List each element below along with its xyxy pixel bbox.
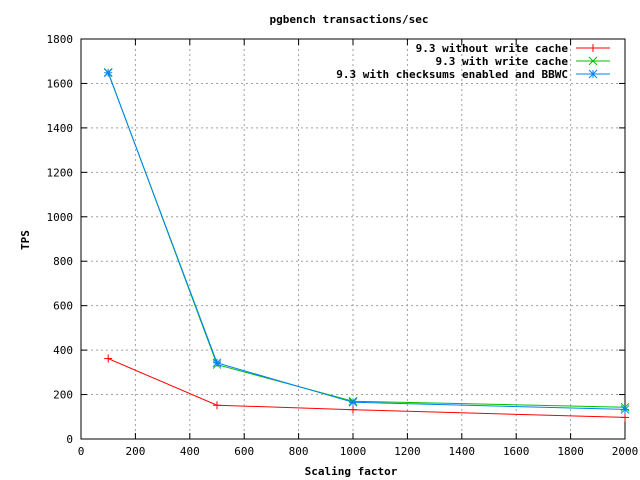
legend-marker bbox=[589, 44, 597, 52]
legend-label: 9.3 without write cache bbox=[416, 42, 569, 55]
y-tick-label: 200 bbox=[53, 389, 73, 402]
x-tick-label: 600 bbox=[234, 445, 254, 458]
y-tick-label: 1400 bbox=[47, 122, 74, 135]
data-point bbox=[349, 405, 357, 414]
data-point bbox=[621, 413, 629, 422]
data-point bbox=[620, 405, 630, 414]
x-tick-label: 200 bbox=[125, 445, 145, 458]
legend-item: 9.3 with write cache bbox=[436, 55, 610, 68]
legend-item: 9.3 without write cache bbox=[416, 42, 610, 55]
chart-title: pgbench transactions/sec bbox=[270, 13, 429, 26]
y-tick-label: 400 bbox=[53, 344, 73, 357]
x-tick-label: 1800 bbox=[557, 445, 584, 458]
x-tick-label: 0 bbox=[78, 445, 85, 458]
y-tick-label: 800 bbox=[53, 255, 73, 268]
data-point bbox=[348, 397, 358, 407]
y-axis-label: TPS bbox=[19, 230, 32, 250]
legend-marker bbox=[588, 56, 598, 66]
y-tick-label: 1000 bbox=[47, 211, 74, 224]
series-1 bbox=[104, 354, 629, 422]
y-axis: 0 200 400 600 800 1000 1200 1400 1600 1800 bbox=[47, 33, 625, 446]
x-tick-label: 1200 bbox=[394, 445, 421, 458]
x-tick-label: 400 bbox=[180, 445, 200, 458]
y-tick-label: 600 bbox=[53, 300, 73, 313]
y-tick-label: 1800 bbox=[47, 33, 74, 46]
legend-item: 9.3 with checksums enabled and BBWC bbox=[336, 68, 610, 81]
legend-label: 9.3 with write cache bbox=[436, 55, 569, 68]
x-axis-label: Scaling factor bbox=[305, 465, 398, 478]
y-tick-label: 1200 bbox=[47, 166, 74, 179]
data-point bbox=[213, 401, 221, 410]
data-point bbox=[212, 358, 222, 368]
data-point bbox=[104, 354, 113, 363]
grid bbox=[81, 39, 625, 439]
series-3 bbox=[103, 68, 630, 414]
x-tick-label: 1600 bbox=[503, 445, 530, 458]
y-tick-label: 1600 bbox=[47, 77, 74, 90]
series-line bbox=[108, 358, 626, 418]
legend-marker bbox=[588, 69, 598, 79]
legend-label: 9.3 with checksums enabled and BBWC bbox=[336, 68, 568, 81]
x-tick-label: 800 bbox=[289, 445, 309, 458]
series-line bbox=[107, 72, 626, 410]
x-tick-label: 1400 bbox=[449, 445, 476, 458]
y-tick-label: 0 bbox=[66, 433, 73, 446]
x-tick-label: 2000 bbox=[612, 445, 639, 458]
series-layer bbox=[103, 67, 630, 422]
x-axis: 0 200 400 600 800 1000 1200 1400 1600 1800 2000 bbox=[78, 39, 639, 458]
data-point bbox=[103, 68, 113, 78]
x-tick-label: 1000 bbox=[340, 445, 367, 458]
